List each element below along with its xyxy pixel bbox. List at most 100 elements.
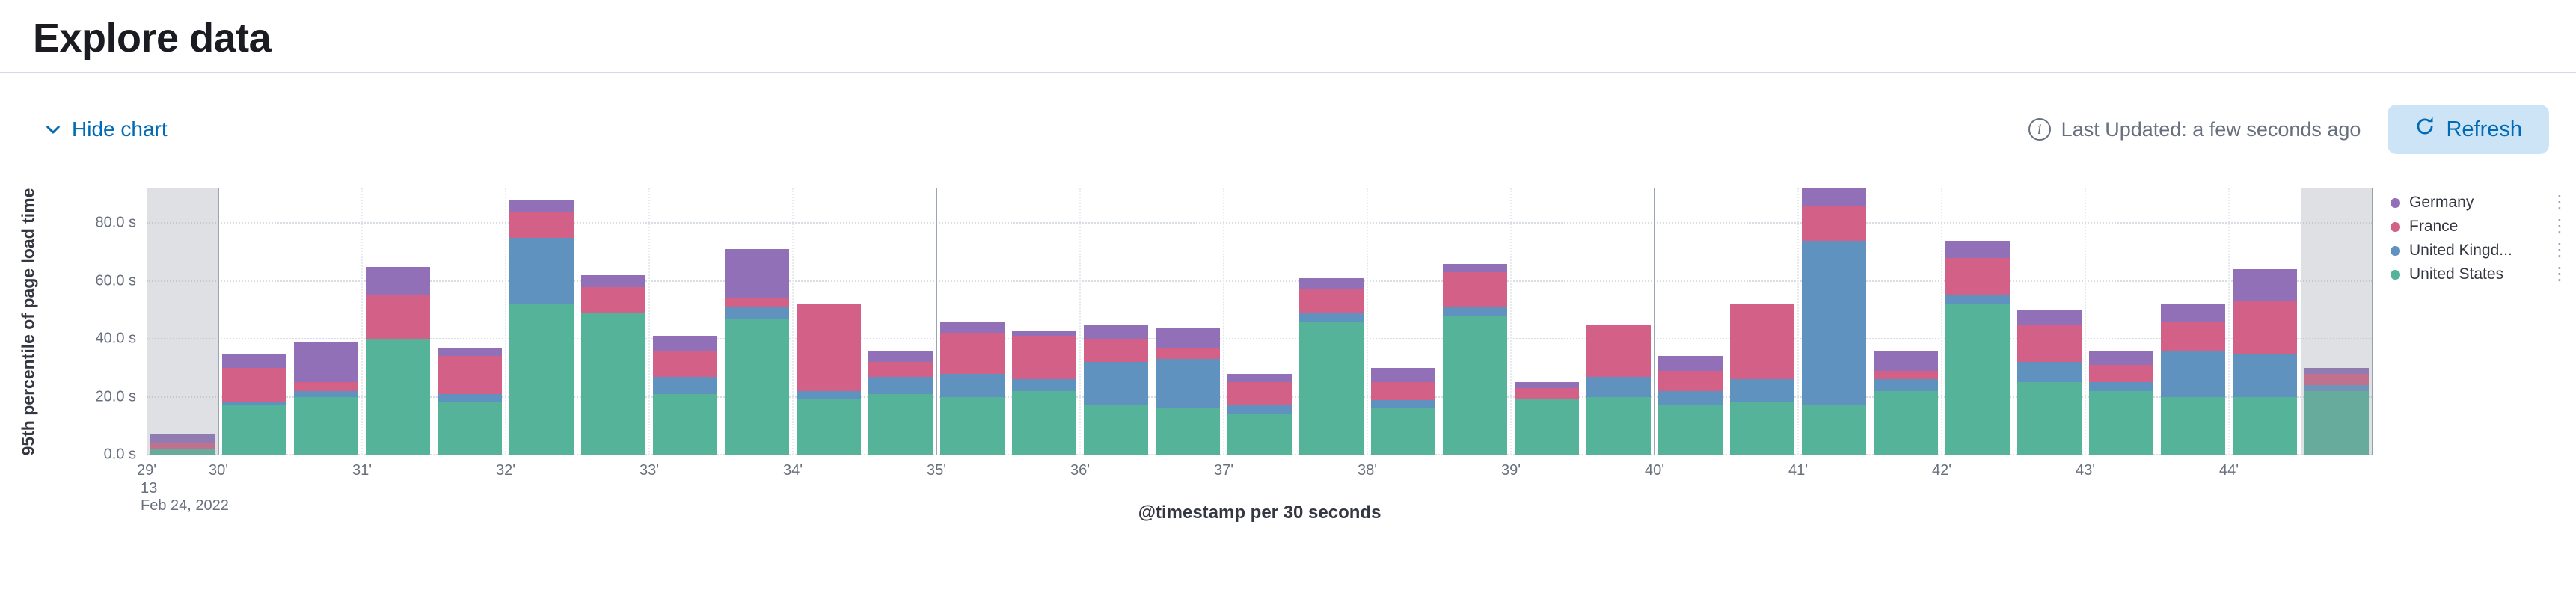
bar-segment-united-states[interactable] xyxy=(940,396,1005,455)
bar-segment-united-kingdom[interactable] xyxy=(797,390,861,400)
bar-stack[interactable] xyxy=(868,350,933,455)
bar-segment-germany[interactable] xyxy=(366,266,430,296)
bar-segment-united-states[interactable] xyxy=(2304,390,2369,455)
bar-segment-germany[interactable] xyxy=(1658,356,1723,371)
bar-segment-germany[interactable] xyxy=(1945,240,2010,258)
legend-menu-ellipsis-v-icon[interactable]: ⋮ xyxy=(2551,216,2569,236)
bar-segment-united-kingdom[interactable] xyxy=(1227,405,1292,414)
bar-stack[interactable] xyxy=(438,347,502,455)
bar-segment-france[interactable] xyxy=(1730,304,1794,380)
bar-stack[interactable] xyxy=(797,304,861,455)
bar-stack[interactable] xyxy=(2089,350,2153,455)
refresh-button[interactable]: Refresh xyxy=(2388,105,2549,154)
bar-segment-united-states[interactable] xyxy=(1586,396,1651,455)
bar-segment-united-states[interactable] xyxy=(1945,304,2010,455)
bar-segment-united-kingdom[interactable] xyxy=(1012,379,1076,391)
bar-stack[interactable] xyxy=(653,336,717,455)
bar-segment-france[interactable] xyxy=(1371,382,1435,400)
bar-segment-united-states[interactable] xyxy=(1658,405,1723,455)
bar-segment-united-kingdom[interactable] xyxy=(1299,313,1364,322)
bar-stack[interactable] xyxy=(366,266,430,455)
bar-stack[interactable] xyxy=(581,275,645,455)
bar-stack[interactable] xyxy=(1299,277,1364,455)
bar-segment-united-kingdom[interactable] xyxy=(509,237,574,304)
bar-stack[interactable] xyxy=(1730,304,1794,455)
bar-segment-germany[interactable] xyxy=(1156,327,1220,348)
bar-stack[interactable] xyxy=(940,322,1005,455)
bar-segment-united-kingdom[interactable] xyxy=(653,376,717,394)
bar-segment-germany[interactable] xyxy=(1299,277,1364,290)
bar-segment-united-states[interactable] xyxy=(2017,382,2082,455)
bar-stack[interactable] xyxy=(509,200,574,455)
bar-stack[interactable] xyxy=(1945,240,2010,455)
legend-item-france[interactable]: France ⋮ xyxy=(2391,215,2569,238)
bar-segment-france[interactable] xyxy=(1084,339,1148,363)
bar-segment-france[interactable] xyxy=(1012,336,1076,380)
bar-segment-germany[interactable] xyxy=(581,275,645,287)
bar-segment-united-kingdom[interactable] xyxy=(294,390,358,397)
bar-segment-united-kingdom[interactable] xyxy=(2304,385,2369,391)
bar-segment-united-states[interactable] xyxy=(1802,405,1866,455)
bar-segment-united-states[interactable] xyxy=(438,402,502,455)
bar-segment-france[interactable] xyxy=(1156,347,1220,360)
bar-segment-united-kingdom[interactable] xyxy=(868,376,933,394)
bar-segment-united-states[interactable] xyxy=(868,393,933,455)
bar-stack[interactable] xyxy=(1658,356,1723,455)
bar-stack[interactable] xyxy=(725,249,789,455)
bar-segment-germany[interactable] xyxy=(438,347,502,357)
bar-segment-united-states[interactable] xyxy=(2161,396,2225,455)
bar-segment-france[interactable] xyxy=(2161,322,2225,351)
bar-segment-united-kingdom[interactable] xyxy=(2089,382,2153,391)
bar-stack[interactable] xyxy=(222,353,286,455)
bar-segment-united-states[interactable] xyxy=(1730,402,1794,455)
bar-stack[interactable] xyxy=(1156,327,1220,455)
bar-segment-france[interactable] xyxy=(868,362,933,377)
bar-segment-united-kingdom[interactable] xyxy=(2233,353,2297,397)
bar-segment-germany[interactable] xyxy=(2089,350,2153,366)
bar-stack[interactable] xyxy=(2161,304,2225,455)
bar-segment-united-states[interactable] xyxy=(509,304,574,455)
bar-stack[interactable] xyxy=(2233,269,2297,455)
bar-segment-united-states[interactable] xyxy=(581,313,645,455)
bar-segment-france[interactable] xyxy=(150,443,215,449)
bar-stack[interactable] xyxy=(1443,263,1507,455)
bar-segment-germany[interactable] xyxy=(1874,350,1938,371)
bar-segment-united-states[interactable] xyxy=(725,319,789,455)
bar-segment-germany[interactable] xyxy=(1227,373,1292,383)
bar-segment-united-states[interactable] xyxy=(2089,390,2153,455)
bar-segment-united-states[interactable] xyxy=(1371,408,1435,455)
bar-segment-france[interactable] xyxy=(2089,365,2153,383)
bar-segment-germany[interactable] xyxy=(653,336,717,351)
bar-segment-united-kingdom[interactable] xyxy=(1586,376,1651,397)
legend-item-united-kingd[interactable]: United Kingd... ⋮ xyxy=(2391,239,2569,262)
bar-segment-germany[interactable] xyxy=(150,434,215,443)
legend-item-united-states[interactable]: United States ⋮ xyxy=(2391,263,2569,286)
bar-segment-germany[interactable] xyxy=(294,342,358,383)
bar-segment-united-kingdom[interactable] xyxy=(1156,359,1220,409)
bar-segment-united-states[interactable] xyxy=(366,339,430,455)
bar-segment-united-states[interactable] xyxy=(150,449,215,455)
bar-segment-united-states[interactable] xyxy=(1299,322,1364,455)
legend-menu-ellipsis-v-icon[interactable]: ⋮ xyxy=(2551,240,2569,260)
bar-segment-germany[interactable] xyxy=(2161,304,2225,322)
bar-segment-france[interactable] xyxy=(1515,388,1579,400)
bar-segment-france[interactable] xyxy=(1586,324,1651,377)
bar-segment-germany[interactable] xyxy=(2017,310,2082,325)
bar-segment-united-kingdom[interactable] xyxy=(1658,390,1723,406)
bar-segment-germany[interactable] xyxy=(1515,382,1579,389)
bar-segment-united-states[interactable] xyxy=(797,399,861,455)
bar-segment-united-kingdom[interactable] xyxy=(222,402,286,406)
bar-segment-united-kingdom[interactable] xyxy=(1443,307,1507,316)
bar-segment-germany[interactable] xyxy=(2304,367,2369,374)
bar-stack[interactable] xyxy=(1084,324,1148,455)
bar-stack[interactable] xyxy=(1515,382,1579,455)
bar-stack[interactable] xyxy=(1012,330,1076,455)
bar-segment-germany[interactable] xyxy=(2233,269,2297,301)
legend-item-germany[interactable]: Germany ⋮ xyxy=(2391,191,2569,214)
bar-stack[interactable] xyxy=(1227,373,1292,455)
bar-segment-united-states[interactable] xyxy=(1012,390,1076,455)
bar-stack[interactable] xyxy=(150,434,215,455)
bar-stack[interactable] xyxy=(294,342,358,455)
bar-segment-germany[interactable] xyxy=(1012,330,1076,337)
bar-segment-germany[interactable] xyxy=(509,200,574,212)
